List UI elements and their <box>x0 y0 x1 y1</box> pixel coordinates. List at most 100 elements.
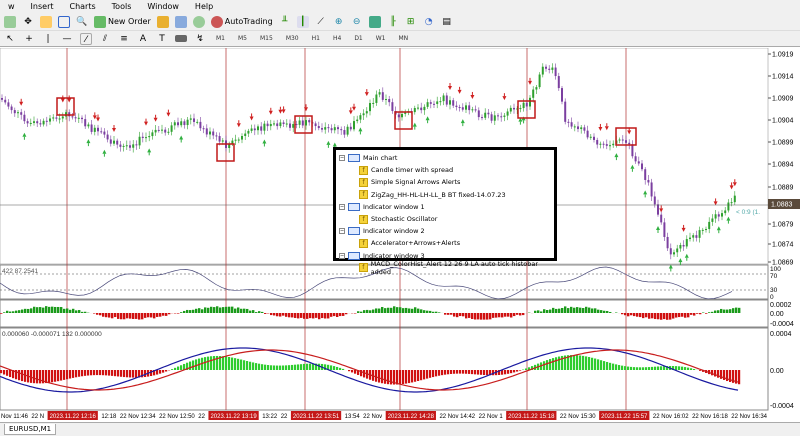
timeframe-h1[interactable]: H1 <box>311 35 320 42</box>
legend-item[interactable]: − Indicator window 3 <box>339 250 551 262</box>
price-label: 1.0879 <box>772 222 794 229</box>
channel-icon[interactable]: ⫽ <box>102 33 107 44</box>
collapse-icon[interactable]: − <box>339 228 345 235</box>
candle <box>321 128 323 130</box>
favorites-icon[interactable] <box>40 15 52 28</box>
macd-bar <box>267 365 270 370</box>
macd-bar <box>243 360 246 370</box>
fibonacci-icon[interactable]: ≡ <box>120 33 128 44</box>
timeframe-m15[interactable]: M15 <box>260 35 273 42</box>
legend-item[interactable]: − Indicator window 2 <box>339 225 551 237</box>
menu-help[interactable]: Help <box>194 2 214 11</box>
horizontal-line-icon[interactable]: — <box>62 33 72 44</box>
ac-bar <box>465 313 468 319</box>
ac-bar <box>627 313 630 317</box>
indicators-icon[interactable]: ⊞ <box>406 16 415 27</box>
signal-box <box>216 143 235 162</box>
macd-bar <box>165 370 168 372</box>
ac-bar <box>453 313 456 317</box>
legend-item[interactable]: f Simple Signal Arrows Alerts <box>339 176 551 188</box>
candlestick-icon[interactable]: ┃ <box>296 15 309 28</box>
sell-arrow-icon <box>732 182 737 187</box>
tab-eurusd-m1[interactable]: EURUSD,M1 <box>4 424 57 435</box>
sell-arrow-icon <box>92 115 97 120</box>
collapse-icon[interactable]: − <box>339 155 345 162</box>
arrows-icon[interactable]: ↯ <box>196 33 204 44</box>
collapse-icon[interactable]: − <box>339 203 345 210</box>
legend-item[interactable]: − Indicator window 1 <box>339 201 551 213</box>
menu-view[interactable]: w <box>8 2 15 11</box>
text-icon[interactable]: A <box>139 33 147 44</box>
ac-bar <box>240 308 243 313</box>
candle <box>305 120 307 126</box>
menu-window[interactable]: Window <box>147 2 179 11</box>
zoom-in-icon[interactable]: ⊕ <box>334 16 343 27</box>
autotrading-button[interactable]: AutoTrading <box>210 15 273 28</box>
signals-icon[interactable] <box>192 15 205 28</box>
macd-bar <box>63 370 66 380</box>
cursor-icon[interactable]: ↖ <box>6 33 14 44</box>
legend-item[interactable]: f MACD_ColorHist_Alert 12 26 9 LA auto ti… <box>339 260 551 276</box>
legend-item[interactable]: f Accelerator+Arrows+Alerts <box>339 237 551 249</box>
terminal-icon[interactable] <box>58 15 70 28</box>
menu-insert[interactable]: Insert <box>30 2 54 11</box>
candle <box>669 248 672 255</box>
timeframe-h4[interactable]: H4 <box>332 35 342 42</box>
timeframe-m30[interactable]: M30 <box>285 35 299 42</box>
templates-icon[interactable]: ▤ <box>442 16 451 27</box>
candle <box>644 169 647 180</box>
tester-icon[interactable]: 🔍 <box>76 16 88 27</box>
timeframe-mn[interactable]: MN <box>398 35 409 42</box>
ac-bar <box>684 313 687 318</box>
ac-bar <box>387 307 390 313</box>
legend-item[interactable]: − Main chart <box>339 152 551 164</box>
indicator-icon: f <box>359 165 368 175</box>
legend-item[interactable]: f Stochastic Oscillator <box>339 213 551 225</box>
ac-bar <box>588 307 591 313</box>
candle <box>141 136 144 139</box>
candle <box>727 202 730 211</box>
legend-item[interactable]: f Candle timer with spread <box>339 164 551 176</box>
chart-shift-icon[interactable]: ╟ <box>389 16 396 27</box>
time-label-group: 22 Nov 15:30 <box>560 414 596 420</box>
macd-bar <box>333 366 336 370</box>
zoom-out-icon[interactable]: ⊖ <box>352 16 361 27</box>
ac-bar <box>177 313 180 314</box>
collapse-icon[interactable]: − <box>339 252 345 259</box>
time-label-group: 13:22 <box>262 414 278 420</box>
ac-bar <box>477 313 480 320</box>
ac-bar <box>207 307 210 313</box>
tile-windows-icon[interactable] <box>368 15 381 28</box>
vertical-line-icon[interactable]: | <box>46 33 50 44</box>
price-chart[interactable]: < 0:9 (1. 1.0919 1.0914 1.0909 1.0904 1.0899… <box>0 48 800 422</box>
bar-chart-icon[interactable]: ╨ <box>281 16 288 27</box>
timeframe-w1[interactable]: W1 <box>375 35 386 42</box>
new-order-button[interactable]: New Order <box>94 15 151 28</box>
macd-bar <box>387 370 390 385</box>
macd-bar <box>324 364 327 370</box>
trendline-icon[interactable]: ⁄ <box>80 32 92 45</box>
navigator-icon[interactable] <box>4 15 16 28</box>
legend-item[interactable]: f ZigZag_HH-HL-LH-LL_B BT fixed-14.07.23 <box>339 189 551 201</box>
timeframe-d1[interactable]: D1 <box>354 35 363 42</box>
crosshair-icon[interactable]: ✥ <box>24 16 32 27</box>
text-label-icon[interactable]: T <box>159 33 165 44</box>
line-chart-icon[interactable]: ⟋ <box>317 16 324 27</box>
metaeditor-icon[interactable] <box>156 15 169 28</box>
timeframe-m5[interactable]: M5 <box>238 35 247 42</box>
macd-bar <box>93 370 96 376</box>
shapes-icon[interactable] <box>175 35 187 42</box>
menu-charts[interactable]: Charts <box>69 2 96 11</box>
menu-tools[interactable]: Tools <box>111 2 132 11</box>
ac-bar <box>501 313 504 318</box>
candle <box>218 136 221 142</box>
ac-bar <box>462 313 465 317</box>
candle <box>333 127 336 131</box>
window-icon <box>348 227 360 236</box>
macd-bar <box>177 366 180 370</box>
timeframe-m1[interactable]: M1 <box>216 35 225 42</box>
periods-icon[interactable]: ◔ <box>424 16 433 27</box>
crosshair-tool-icon[interactable]: + <box>25 33 33 44</box>
ac-bar <box>54 306 57 313</box>
community-icon[interactable] <box>174 15 187 28</box>
